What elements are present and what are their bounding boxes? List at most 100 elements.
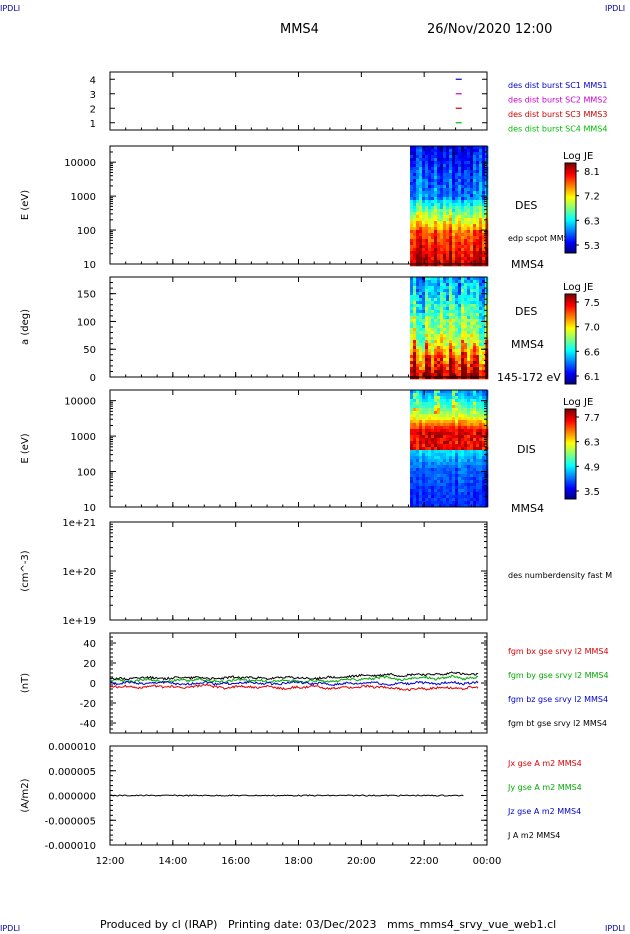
des-energy-ytick-label: 100	[77, 226, 96, 237]
dis-energy-colorbar-label-1: 6.3	[584, 438, 600, 449]
des-energy-sublabel: edp scpot MMS4	[508, 234, 574, 243]
dis-energy-ytick-label: 10	[83, 503, 96, 514]
des-pitch-heatmap	[410, 277, 489, 380]
fgm-series-bt	[109, 671, 479, 681]
des-energy-label: DES	[515, 199, 537, 212]
dis-energy-colorbar	[565, 409, 576, 500]
x-tick-label-0: 12:00	[96, 856, 125, 867]
des-pitch-colorbar-title: Log JE	[563, 282, 593, 293]
current-series	[109, 794, 464, 797]
x-tick-label-3: 18:00	[284, 856, 313, 867]
footer: Produced by cl (IRAP) Printing date: 03/…	[100, 918, 556, 931]
dis-energy-colorbar-frame	[564, 408, 577, 500]
des-energy-colorbar-label-1: 7.2	[584, 192, 600, 203]
availability-legend-2: des dist burst SC2 MMS2	[508, 96, 607, 105]
fgm-series-bz	[109, 680, 479, 687]
current-legend-1: Jy gse A m2 MMS4	[507, 783, 582, 792]
current-ytick-label: 0.000000	[48, 792, 96, 803]
current-legend-2: Jz gse A m2 MMS4	[507, 807, 581, 816]
current-ytick-label: -0.000010	[45, 841, 96, 852]
fgm-ylabel: (nT)	[20, 673, 31, 693]
des-pitch-ytick-label: 150	[77, 290, 96, 301]
fgm-legend-0: fgm bx gse srvy l2 MMS4	[508, 647, 609, 656]
fgm-ytick-label: 0	[90, 679, 96, 690]
x-tick-label-1: 14:00	[158, 856, 187, 867]
dis-energy-colorbar-label-0: 7.7	[584, 413, 600, 424]
des-pitch-colorbar-label-0: 7.5	[584, 298, 600, 309]
des-pitch-colorbar-label-1: 7.0	[584, 323, 600, 334]
des-pitch-colorbar	[565, 294, 576, 385]
availability-frame	[109, 71, 488, 131]
corner-label-br: IPDLI	[605, 924, 626, 933]
current-ytick-label: 0.000010	[48, 742, 96, 753]
corner-label-bl: IPDLI	[0, 924, 21, 933]
des-energy-ylabel: E (eV)	[20, 190, 31, 220]
current-ytick-label: -0.000005	[45, 816, 96, 827]
dis-energy-heatmap	[410, 390, 489, 508]
des-energy-colorbar-label-0: 8.1	[584, 167, 600, 178]
des-pitch-colorbar-frame	[564, 293, 577, 385]
x-tick-label-6: 00:00	[473, 856, 502, 867]
fgm-ytick-label: 20	[83, 659, 96, 670]
availability-ytick-label: 3	[90, 90, 96, 101]
des-pitch-colorbar-label-2: 6.6	[584, 347, 600, 358]
des-pitch-colorbar-label-3: 6.1	[584, 372, 600, 383]
des-energy-ytick-label: 1000	[71, 192, 96, 203]
des-energy-ytick-label: 10000	[64, 158, 96, 169]
availability-legend-4: des dist burst SC4 MMS4	[508, 125, 607, 134]
current-ylabel: (A/m2)	[20, 778, 31, 812]
des-pitch-ytick-label: 0	[90, 373, 96, 384]
density-frame	[109, 521, 488, 621]
density-ylabel: (cm^-3)	[20, 550, 31, 591]
des-pitch-sublabel: MMS4	[511, 338, 544, 351]
availability-legend-1: des dist burst SC1 MMS1	[508, 81, 607, 90]
dis-energy-ylabel: E (eV)	[20, 433, 31, 463]
corner-label-tr: IPDLI	[605, 4, 626, 13]
dis-energy-ytick-label: 10000	[64, 397, 96, 408]
density-ytick-label: 1e+19	[62, 616, 96, 627]
des-pitch-label: DES	[515, 305, 537, 318]
footer-printing-date: Printing date: 03/Dec/2023	[227, 918, 377, 931]
current-ytick-label: 0.000005	[48, 767, 96, 778]
availability-ytick-label: 4	[90, 75, 96, 86]
spacecraft-title: MMS4	[280, 22, 319, 37]
fgm-legend-2: fgm bz gse srvy l2 MMS4	[508, 695, 608, 704]
fgm-ytick-label: -40	[80, 719, 96, 730]
des-energy-bottom-label: MMS4	[511, 258, 544, 271]
density-ytick-label: 1e+21	[62, 518, 96, 529]
density-ytick-label: 1e+20	[62, 567, 96, 578]
fgm-series-by	[109, 674, 479, 684]
footer-produced-by: Produced by cl (IRAP)	[100, 918, 218, 931]
availability-ytick-label: 1	[90, 119, 96, 130]
fgm-ytick-label: -20	[80, 699, 96, 710]
des-pitch-ylabel: a (deg)	[20, 309, 31, 345]
x-tick-label-2: 16:00	[221, 856, 250, 867]
dis-energy-label: DIS	[517, 443, 536, 456]
des-pitch-ytick-label: 50	[83, 345, 96, 356]
footer-file: mms_mms4_srvy_vue_web1.cl	[387, 918, 557, 931]
des-pitch-ytick-label: 100	[77, 317, 96, 328]
dis-energy-colorbar-label-2: 4.9	[584, 462, 600, 473]
des-energy-heatmap	[410, 146, 489, 267]
fgm-series-bx	[109, 683, 479, 692]
density-legend: des numberdensity fast M	[508, 571, 612, 580]
dis-energy-bottom-label: MMS4	[511, 502, 544, 515]
x-tick-label-5: 22:00	[410, 856, 439, 867]
des-energy-ytick-label: 10	[83, 260, 96, 271]
des-energy-colorbar-frame	[564, 162, 577, 254]
des-energy-colorbar-label-3: 5.3	[584, 241, 600, 252]
dis-energy-ytick-label: 1000	[71, 432, 96, 443]
des-energy-colorbar-title: Log JE	[563, 151, 593, 162]
dis-energy-ytick-label: 100	[77, 468, 96, 479]
corner-label-tl: IPDLI	[0, 4, 21, 13]
datetime-title: 26/Nov/2020 12:00	[427, 22, 553, 37]
dis-energy-colorbar-title: Log JE	[563, 397, 593, 408]
fgm-legend-1: fgm by gse srvy l2 MMS4	[508, 671, 609, 680]
fgm-legend-3: fgm bt gse srvy l2 MMS4	[508, 719, 607, 728]
availability-legend-3: des dist burst SC3 MMS3	[508, 110, 607, 119]
des-energy-colorbar-label-2: 6.3	[584, 216, 600, 227]
x-tick-label-4: 20:00	[347, 856, 376, 867]
des-energy-colorbar	[565, 163, 576, 254]
dis-energy-colorbar-label-3: 3.5	[584, 487, 600, 498]
